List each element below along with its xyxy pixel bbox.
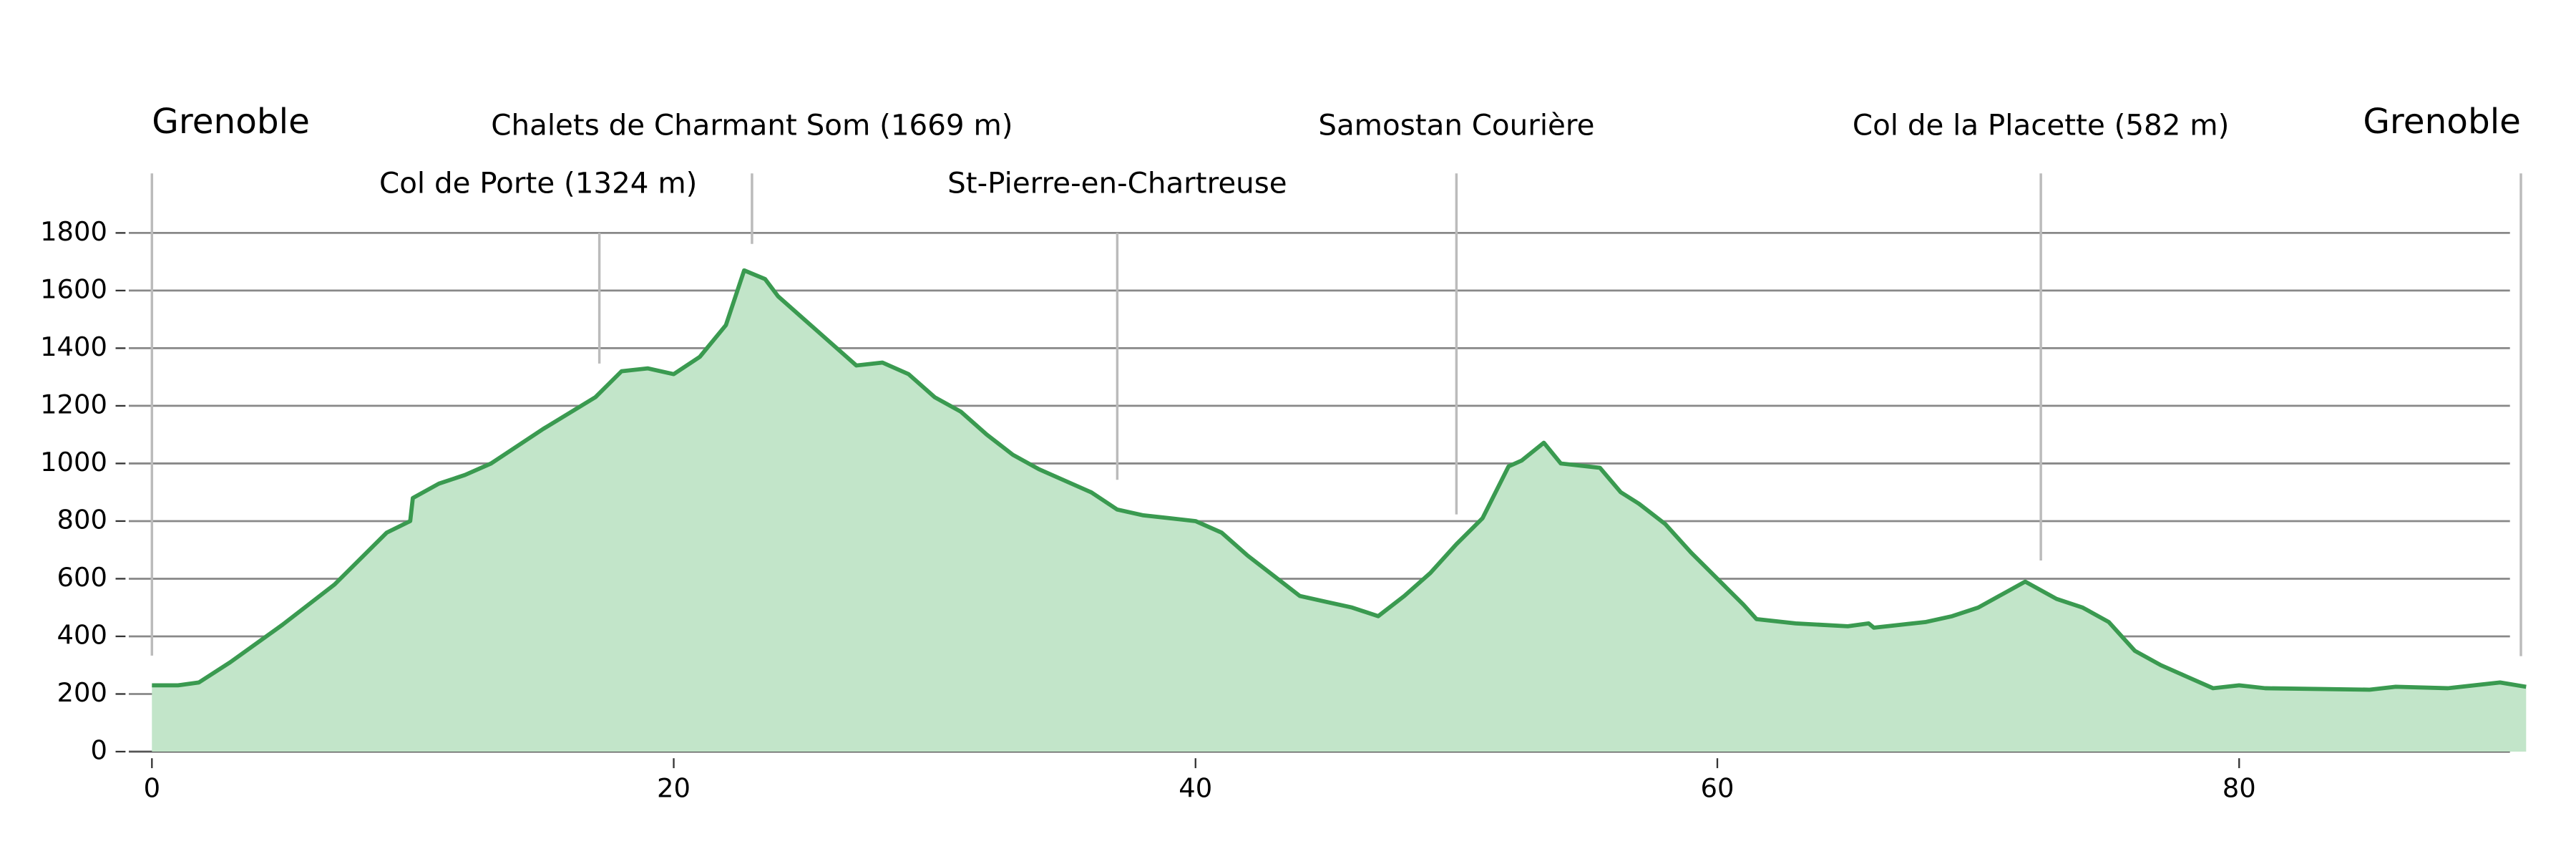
x-tick-label: 0 <box>144 773 160 804</box>
x-tick-label: 20 <box>657 773 691 804</box>
y-tick-label: 1200 <box>40 389 107 419</box>
y-tick-label: 0 <box>91 735 107 766</box>
y-tick-label: 1600 <box>40 273 107 304</box>
annotation-label: Col de Porte (1324 m) <box>379 166 697 200</box>
line <box>152 268 2527 692</box>
x-tick-label: 60 <box>1701 773 1735 804</box>
y-tick-label: 200 <box>57 677 107 708</box>
x-tick-label: 40 <box>1179 773 1212 804</box>
y-tick-label: 800 <box>57 504 107 535</box>
annotation-label: Grenoble <box>2363 102 2521 142</box>
y-tick-label: 400 <box>57 619 107 650</box>
annotation-label: Chalets de Charmant Som (1669 m) <box>491 109 1013 142</box>
y-tick-label: 1800 <box>40 216 107 247</box>
x-tick-label: 80 <box>2223 773 2256 804</box>
y-tick-label: 600 <box>57 562 107 593</box>
annotation-label: St-Pierre-en-Chartreuse <box>947 166 1287 200</box>
y-tick-label: 1000 <box>40 447 107 477</box>
annotation-label: Grenoble <box>152 102 310 142</box>
annotation-label: Samostan Courière <box>1318 109 1594 142</box>
annotation-label: Col de la Placette (582 m) <box>1853 109 2229 142</box>
area <box>152 270 2527 752</box>
y-tick-label: 1400 <box>40 331 107 362</box>
